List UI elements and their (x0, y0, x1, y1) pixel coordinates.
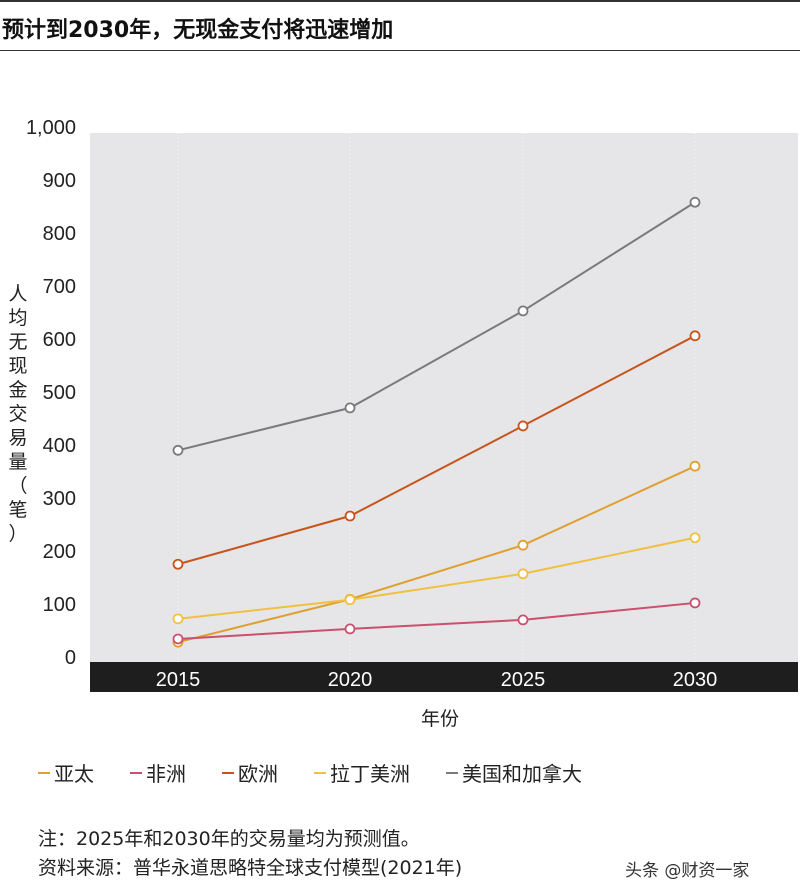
x-tick-label: 2020 (328, 669, 373, 691)
data-point (172, 558, 184, 570)
legend-label: 拉丁美洲 (330, 762, 410, 786)
title-rule (0, 50, 800, 51)
y-tick-label: 700 (43, 276, 76, 298)
y-tick-label: 600 (43, 329, 76, 351)
legend-swatch (222, 771, 234, 774)
y-tick-label: 100 (43, 594, 76, 616)
legend-label: 美国和加拿大 (462, 762, 582, 786)
note-text: 注：2025年和2030年的交易量均为预测值。 (38, 828, 420, 850)
legend-swatch (130, 771, 142, 774)
data-point (689, 330, 701, 342)
data-point (344, 402, 356, 414)
y-tick-label: 800 (43, 223, 76, 245)
data-point (689, 460, 701, 472)
data-point (689, 597, 701, 609)
x-tick-label: 2030 (673, 669, 718, 691)
legend-label: 欧洲 (238, 762, 278, 786)
legend-label: 非洲 (146, 762, 186, 786)
data-point (172, 633, 184, 645)
page-title: 预计到2030年，无现金支付将迅速增加 (2, 18, 394, 43)
data-point (517, 614, 529, 626)
legend-label: 亚太 (54, 762, 94, 786)
source-text: 资料来源：普华永道思略特全球支付模型(2021年) (38, 857, 463, 879)
data-point (517, 539, 529, 551)
legend: 亚太 非洲 欧洲 拉丁美洲 美国和加拿大 (38, 758, 618, 787)
legend-item: 非洲 (130, 758, 186, 787)
x-axis-label: 年份 (421, 708, 459, 730)
legend-item: 亚太 (38, 758, 94, 787)
watermark: 头条 @财资一家 (625, 861, 750, 881)
data-point (689, 532, 701, 544)
x-tick-label: 2015 (156, 669, 201, 691)
y-tick-label: 300 (43, 488, 76, 510)
data-point (172, 613, 184, 625)
data-point (689, 196, 701, 208)
y-tick-label: 900 (43, 170, 76, 192)
y-axis-label: 人均无现金交易量（笔） (8, 283, 27, 545)
series-line-非洲 (177, 601, 696, 640)
data-point (344, 623, 356, 635)
legend-swatch (446, 771, 458, 774)
legend-swatch (314, 771, 326, 774)
y-tick-label: 200 (43, 541, 76, 563)
data-point (517, 568, 529, 580)
y-tick-label: 1,000 (26, 117, 76, 139)
y-tick-label: 0 (65, 647, 76, 669)
y-tick-label: 500 (43, 382, 76, 404)
x-axis-band (90, 662, 798, 692)
y-tick-label: 400 (43, 435, 76, 457)
legend-item: 欧洲 (222, 758, 278, 787)
series-line-美国和加拿大 (177, 201, 696, 452)
data-point (172, 444, 184, 456)
top-rule (0, 0, 800, 2)
series-line-欧洲 (177, 334, 696, 566)
data-point (517, 305, 529, 317)
data-point (344, 594, 356, 606)
x-tick-label: 2025 (501, 669, 546, 691)
series-line-亚太 (177, 465, 696, 644)
data-point (344, 510, 356, 522)
series-line-拉丁美洲 (177, 536, 696, 620)
legend-item: 拉丁美洲 (314, 758, 410, 787)
plot-area (90, 133, 798, 662)
legend-swatch (38, 771, 50, 774)
data-point (517, 420, 529, 432)
legend-item: 美国和加拿大 (446, 758, 582, 787)
